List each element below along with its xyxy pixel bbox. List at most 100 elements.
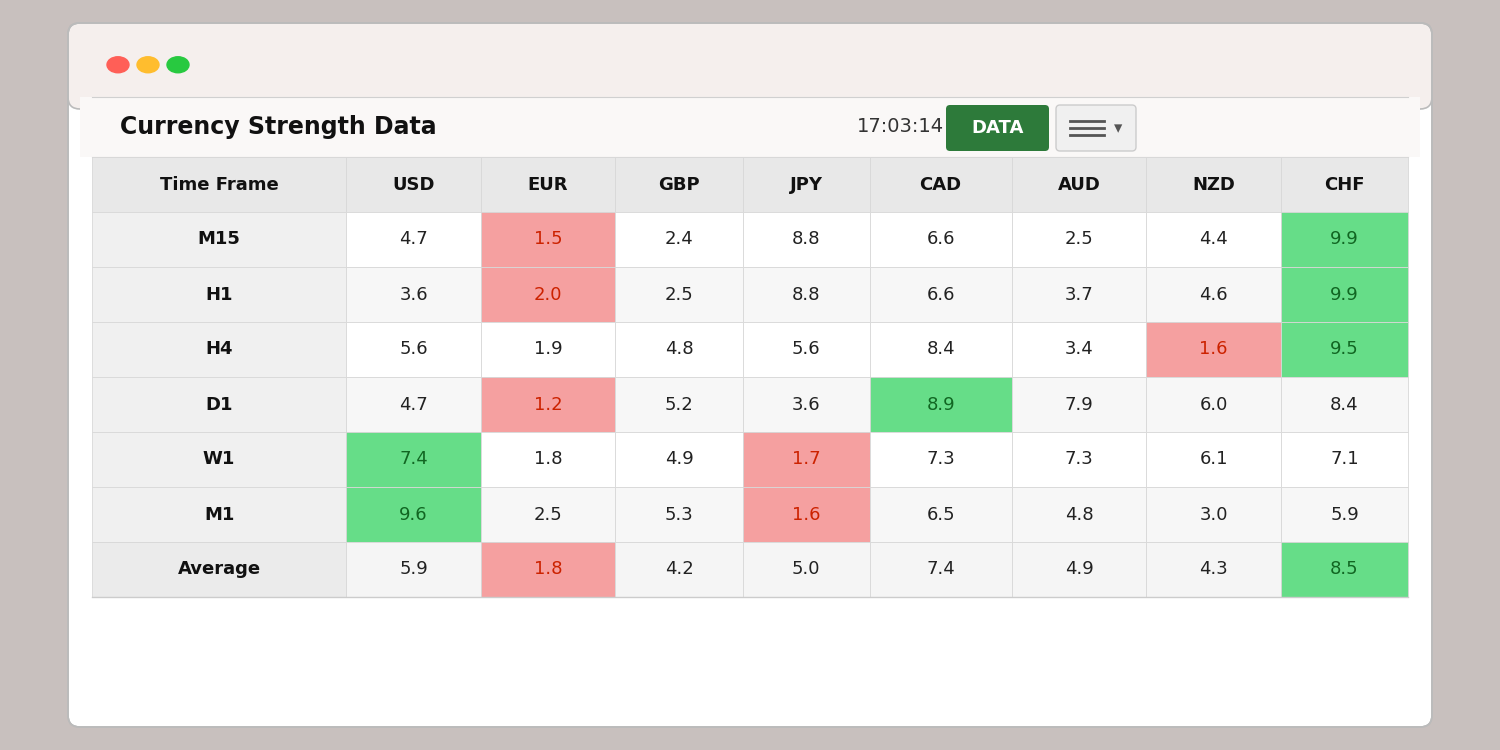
Bar <box>870 377 1011 432</box>
Text: 4.9: 4.9 <box>1065 560 1094 578</box>
Text: JPY: JPY <box>789 176 822 194</box>
Bar <box>346 157 482 212</box>
Bar <box>1281 322 1408 377</box>
Text: 4.9: 4.9 <box>664 451 693 469</box>
Text: 3.6: 3.6 <box>399 286 427 304</box>
Bar <box>92 322 346 377</box>
Text: 5.3: 5.3 <box>664 506 693 524</box>
Ellipse shape <box>136 57 159 73</box>
Text: Time Frame: Time Frame <box>159 176 279 194</box>
Text: 1.2: 1.2 <box>534 395 562 413</box>
Text: 4.8: 4.8 <box>664 340 693 358</box>
Text: H1: H1 <box>206 286 232 304</box>
Bar <box>870 322 1011 377</box>
Text: 3.4: 3.4 <box>1065 340 1094 358</box>
Text: 9.6: 9.6 <box>399 506 427 524</box>
Text: W1: W1 <box>202 451 236 469</box>
Text: 6.6: 6.6 <box>927 230 956 248</box>
Text: EUR: EUR <box>528 176 568 194</box>
Text: 2.4: 2.4 <box>664 230 693 248</box>
Text: 2.0: 2.0 <box>534 286 562 304</box>
Text: 5.6: 5.6 <box>399 340 427 358</box>
Text: CHF: CHF <box>1324 176 1365 194</box>
Bar <box>615 487 742 542</box>
Text: 5.9: 5.9 <box>1330 506 1359 524</box>
Bar <box>346 542 482 597</box>
Text: 8.9: 8.9 <box>927 395 956 413</box>
Bar <box>346 432 482 487</box>
Bar <box>1011 267 1146 322</box>
Text: 1.8: 1.8 <box>534 560 562 578</box>
Bar <box>1011 542 1146 597</box>
FancyBboxPatch shape <box>68 23 1432 109</box>
Text: 7.9: 7.9 <box>1065 395 1094 413</box>
Text: 3.6: 3.6 <box>792 395 820 413</box>
Text: 2.5: 2.5 <box>534 506 562 524</box>
Bar <box>615 267 742 322</box>
Bar <box>1146 322 1281 377</box>
Text: DATA: DATA <box>972 119 1023 137</box>
Text: 6.0: 6.0 <box>1200 395 1228 413</box>
Bar <box>742 432 870 487</box>
Bar <box>1146 267 1281 322</box>
Bar <box>92 377 346 432</box>
Text: 4.3: 4.3 <box>1198 560 1228 578</box>
Bar <box>92 487 346 542</box>
Text: 5.2: 5.2 <box>664 395 693 413</box>
Bar <box>742 267 870 322</box>
Text: M1: M1 <box>204 506 234 524</box>
Bar <box>1146 157 1281 212</box>
Text: 4.4: 4.4 <box>1198 230 1228 248</box>
Text: CAD: CAD <box>920 176 962 194</box>
Text: 6.6: 6.6 <box>927 286 956 304</box>
Text: GBP: GBP <box>658 176 700 194</box>
Text: 8.8: 8.8 <box>792 286 820 304</box>
Bar <box>742 542 870 597</box>
Bar <box>1281 377 1408 432</box>
Text: 4.8: 4.8 <box>1065 506 1094 524</box>
Bar <box>346 377 482 432</box>
Text: Currency Strength Data: Currency Strength Data <box>120 115 436 139</box>
Text: 9.5: 9.5 <box>1330 340 1359 358</box>
Bar <box>482 377 615 432</box>
Bar <box>92 542 346 597</box>
Text: 2.5: 2.5 <box>1065 230 1094 248</box>
FancyBboxPatch shape <box>1056 105 1136 151</box>
Text: 1.5: 1.5 <box>534 230 562 248</box>
Bar <box>1281 157 1408 212</box>
Bar <box>482 157 615 212</box>
Text: 9.9: 9.9 <box>1330 286 1359 304</box>
Bar <box>92 267 346 322</box>
Text: 9.9: 9.9 <box>1330 230 1359 248</box>
Text: 6.1: 6.1 <box>1200 451 1228 469</box>
Text: 1.6: 1.6 <box>792 506 820 524</box>
Text: USD: USD <box>393 176 435 194</box>
Text: NZD: NZD <box>1192 176 1234 194</box>
Text: 4.7: 4.7 <box>399 395 427 413</box>
Text: 7.4: 7.4 <box>399 451 427 469</box>
Text: 1.7: 1.7 <box>792 451 820 469</box>
Text: M15: M15 <box>198 230 240 248</box>
Text: 8.4: 8.4 <box>927 340 956 358</box>
FancyBboxPatch shape <box>946 105 1048 151</box>
Text: 8.8: 8.8 <box>792 230 820 248</box>
Bar <box>1146 377 1281 432</box>
Bar <box>346 212 482 267</box>
Text: 7.3: 7.3 <box>927 451 956 469</box>
Text: 7.1: 7.1 <box>1330 451 1359 469</box>
Bar <box>1011 322 1146 377</box>
Text: Average: Average <box>177 560 261 578</box>
Text: 3.7: 3.7 <box>1065 286 1094 304</box>
Text: 17:03:14: 17:03:14 <box>856 118 944 136</box>
Bar <box>482 542 615 597</box>
Text: 7.4: 7.4 <box>927 560 956 578</box>
Bar <box>870 267 1011 322</box>
Text: 1.6: 1.6 <box>1200 340 1228 358</box>
Bar <box>346 487 482 542</box>
Text: 8.4: 8.4 <box>1330 395 1359 413</box>
Ellipse shape <box>166 57 189 73</box>
Bar <box>870 157 1011 212</box>
Bar <box>870 542 1011 597</box>
Bar <box>870 212 1011 267</box>
Bar <box>482 267 615 322</box>
